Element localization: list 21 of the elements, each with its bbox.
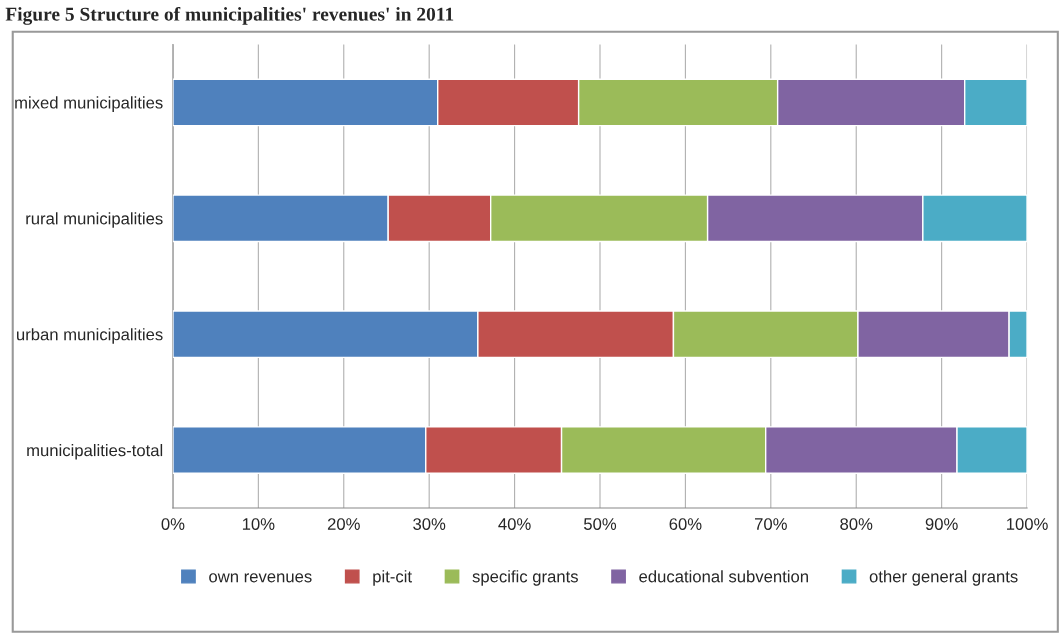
chart-title: Figure 5 Structure of municipalities' revenues' in 2011 <box>5 6 454 25</box>
legend-label: pit-cit <box>373 570 412 586</box>
legend-label: specific grants <box>472 570 578 586</box>
x-tick-label: 100% <box>1007 518 1048 530</box>
y-tick-label: municipalities-total <box>27 444 163 460</box>
legend-label: other general grants <box>869 570 1018 586</box>
x-tick-label: 80% <box>840 518 873 530</box>
y-tick-label: rural municipalities <box>26 212 163 228</box>
x-tick-label: 40% <box>498 518 531 530</box>
x-tick-label: 50% <box>583 518 617 530</box>
legend-label: educational subvention <box>639 570 808 583</box>
y-tick-label: mixed municipalities <box>15 96 163 112</box>
x-tick-label: 10% <box>242 518 275 530</box>
x-tick-label: 60% <box>669 518 702 530</box>
y-tick-label: urban municipalities <box>17 328 163 344</box>
legend-label: own revenues <box>209 573 312 583</box>
x-tick-label: 20% <box>327 518 360 530</box>
x-tick-label: 70% <box>754 518 787 530</box>
x-tick-label: 30% <box>413 518 446 530</box>
x-tick-label: 0% <box>161 518 185 530</box>
x-tick-label: 90% <box>925 518 958 530</box>
